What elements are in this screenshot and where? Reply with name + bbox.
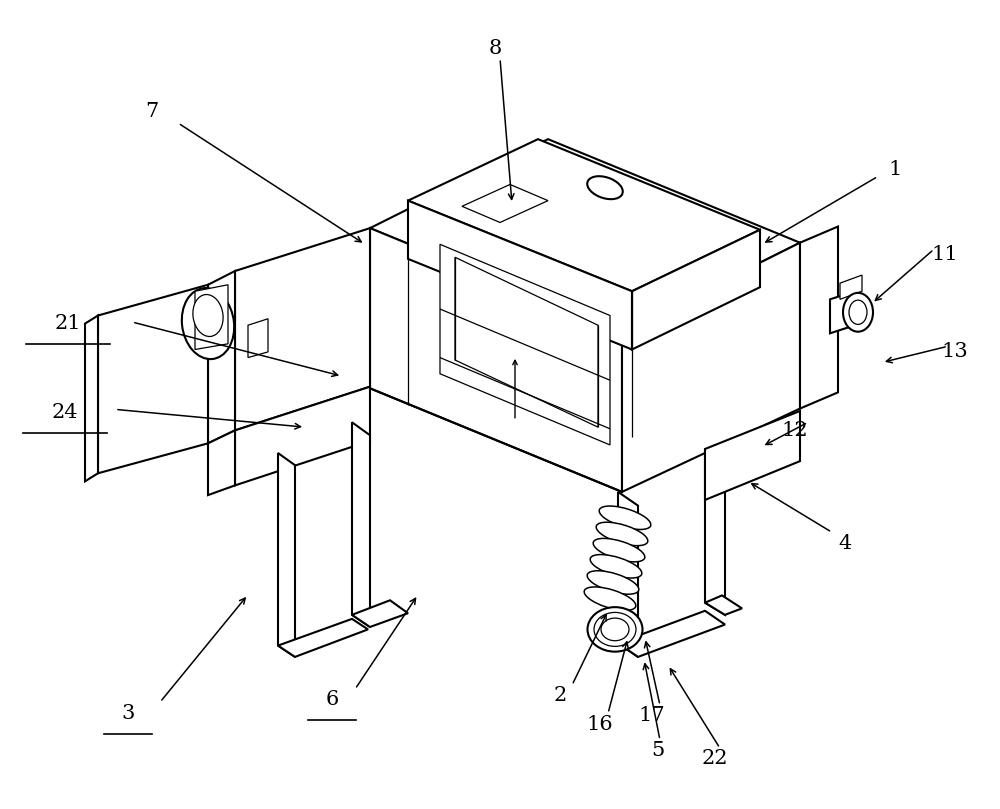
Ellipse shape: [849, 300, 867, 324]
Polygon shape: [208, 430, 235, 495]
Polygon shape: [632, 230, 760, 349]
Polygon shape: [408, 201, 632, 349]
Polygon shape: [278, 619, 368, 657]
Text: 3: 3: [121, 704, 135, 723]
Polygon shape: [352, 600, 408, 627]
Polygon shape: [705, 449, 725, 615]
Text: 24: 24: [52, 403, 78, 422]
Ellipse shape: [584, 587, 636, 610]
Polygon shape: [622, 243, 800, 492]
Polygon shape: [800, 227, 838, 409]
Polygon shape: [235, 228, 370, 430]
Ellipse shape: [590, 555, 642, 578]
Ellipse shape: [588, 607, 642, 652]
Text: 1: 1: [888, 160, 902, 180]
Polygon shape: [462, 184, 548, 222]
Text: 2: 2: [553, 686, 567, 705]
Polygon shape: [705, 411, 800, 500]
Polygon shape: [278, 453, 295, 657]
Text: 12: 12: [782, 421, 808, 440]
Polygon shape: [840, 275, 862, 299]
Ellipse shape: [596, 523, 648, 545]
Polygon shape: [195, 285, 228, 349]
Polygon shape: [440, 244, 610, 445]
Ellipse shape: [599, 506, 651, 529]
Polygon shape: [248, 319, 268, 358]
Polygon shape: [408, 139, 760, 291]
Text: 7: 7: [145, 102, 159, 121]
Text: 8: 8: [488, 39, 502, 58]
Text: 5: 5: [651, 741, 665, 760]
Polygon shape: [352, 422, 370, 627]
Text: 16: 16: [587, 714, 613, 734]
Text: 6: 6: [325, 690, 339, 709]
Ellipse shape: [193, 294, 223, 337]
Polygon shape: [830, 291, 855, 333]
Ellipse shape: [843, 293, 873, 332]
Text: 21: 21: [55, 314, 81, 333]
Ellipse shape: [601, 618, 629, 641]
Ellipse shape: [593, 539, 645, 561]
Polygon shape: [370, 139, 800, 332]
Polygon shape: [705, 595, 742, 615]
Polygon shape: [370, 228, 622, 492]
Ellipse shape: [182, 288, 234, 359]
Text: 22: 22: [702, 749, 728, 769]
Ellipse shape: [594, 612, 636, 646]
Text: 13: 13: [942, 342, 968, 362]
Polygon shape: [98, 285, 208, 473]
Text: 17: 17: [639, 706, 665, 726]
Text: 4: 4: [838, 534, 852, 553]
Polygon shape: [208, 271, 235, 443]
Polygon shape: [455, 257, 598, 427]
Ellipse shape: [587, 571, 639, 594]
Text: 11: 11: [932, 245, 958, 265]
Polygon shape: [85, 316, 98, 481]
Polygon shape: [235, 387, 370, 485]
Polygon shape: [618, 492, 638, 657]
Polygon shape: [618, 611, 725, 657]
Ellipse shape: [587, 176, 623, 199]
